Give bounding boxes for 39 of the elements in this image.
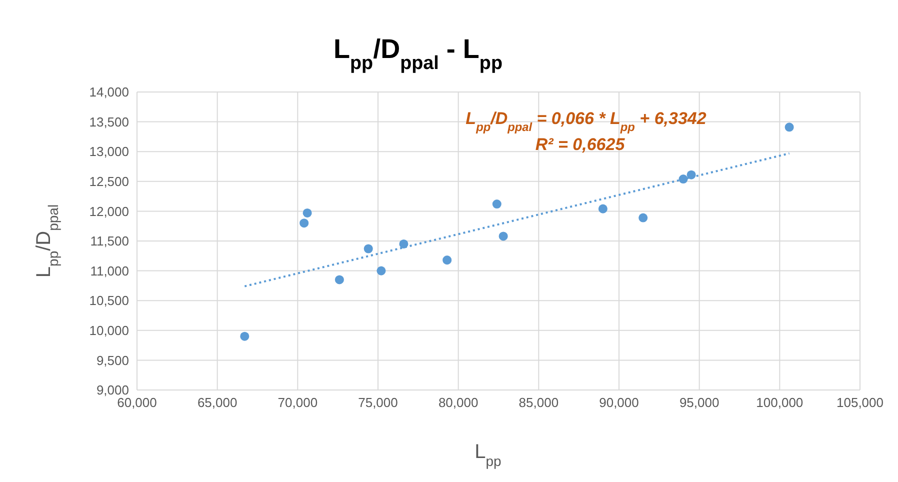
point xyxy=(334,275,344,284)
annotation: R² = 0,6625 xyxy=(535,135,626,154)
x-tick-label: 75,000 xyxy=(358,395,398,410)
point xyxy=(300,218,309,228)
x-tick-label: 100,000 xyxy=(756,395,804,410)
x-tick-label: 70,000 xyxy=(278,395,318,410)
y-tick-label: 9,500 xyxy=(96,352,129,368)
x-tick-label: 105,000 xyxy=(836,395,884,410)
chart-title: L$_{pp}$/D$_{ppal}$ - L$_{pp}$ xyxy=(333,34,503,74)
y-tick-label: 12,000 xyxy=(89,204,129,219)
point xyxy=(492,200,502,209)
y-tick-label: 13,500 xyxy=(89,114,129,130)
x-axis-title: L$_{pp}$ xyxy=(474,441,502,469)
point xyxy=(784,122,794,132)
x-tick-label: 65,000 xyxy=(197,395,238,410)
y-tick-label: 14,000 xyxy=(89,84,129,100)
y-tick-label: 10,000 xyxy=(89,323,129,338)
y-tick-label: 11,000 xyxy=(90,263,129,278)
y-tick-label: 10,500 xyxy=(89,293,129,308)
x-tick-label: 90,000 xyxy=(599,395,639,410)
y-tick-label: 13,000 xyxy=(89,144,129,160)
y-tick-label: 9,000 xyxy=(96,382,129,398)
x-tick-label: 60,000 xyxy=(117,395,157,410)
point xyxy=(498,232,508,241)
x-tick-label: 80,000 xyxy=(438,395,478,410)
point xyxy=(598,204,608,214)
y-tick-label: 11,500 xyxy=(90,234,129,249)
point xyxy=(240,332,250,341)
x-tick-label: 85,000 xyxy=(518,395,559,410)
point xyxy=(364,244,373,254)
point xyxy=(376,266,386,276)
y-tick-label: 12,500 xyxy=(89,174,129,190)
point xyxy=(302,208,312,218)
annotation: L$_{pp}$/D$_{ppal}$ = 0,066 * L$_{pp}$ + 6,3342 xyxy=(466,109,707,134)
point xyxy=(686,170,696,180)
point xyxy=(638,213,648,222)
x-tick-label: 95,000 xyxy=(679,395,720,410)
point xyxy=(399,239,408,248)
point xyxy=(442,256,452,265)
